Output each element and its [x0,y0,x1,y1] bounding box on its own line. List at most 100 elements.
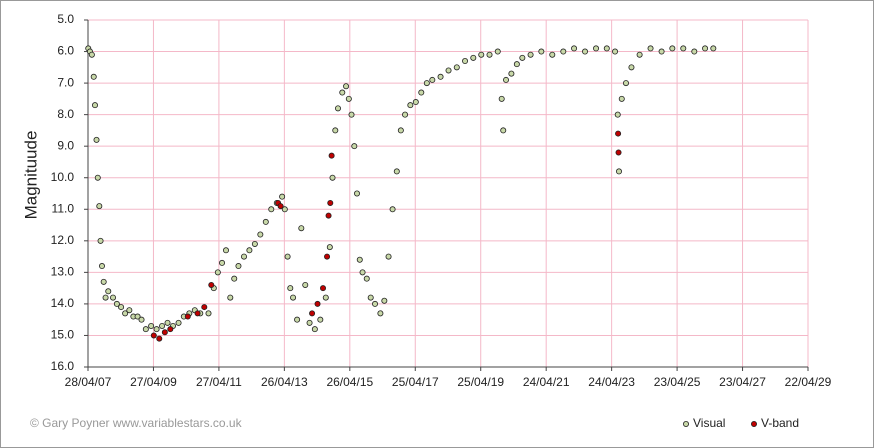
data-point [402,111,409,118]
data-point [325,212,332,219]
data-point [359,269,366,276]
data-point [227,294,234,301]
y-tick-label: 13.0 [51,265,75,279]
data-point [412,99,419,106]
data-point [219,259,226,266]
data-point [102,294,109,301]
data-point [94,174,101,181]
legend-marker [683,420,690,427]
data-point [96,203,103,210]
data-point [294,316,301,323]
data-point [669,45,676,52]
data-point [462,58,469,65]
data-point [367,294,374,301]
x-tick-label: 27/04/11 [196,375,242,389]
data-point [328,152,335,159]
data-point [105,288,112,295]
x-tick-label: 23/04/25 [654,375,701,389]
data-point [356,256,363,263]
data-point [339,89,346,96]
y-tick-label: 5.0 [57,12,74,26]
x-tick-label: 22/04/29 [785,375,832,389]
data-point [478,51,485,58]
data-point [184,313,191,320]
x-tick-label: 26/04/15 [326,375,373,389]
data-point [246,247,253,254]
data-point [538,48,545,55]
data-point [314,300,321,307]
y-tick-label: 14.0 [51,296,75,310]
data-point [93,136,100,143]
data-point [298,225,305,232]
data-point [334,105,341,112]
data-point [628,64,635,71]
data-point [326,244,333,251]
data-point [593,45,600,52]
data-point [372,300,379,307]
x-tick-label: 25/04/17 [392,375,439,389]
legend-label: Visual [693,416,725,430]
data-point [142,326,149,333]
data-point [381,297,388,304]
data-point [126,307,133,314]
data-point [156,335,163,342]
data-point [615,149,622,156]
data-point [500,127,507,134]
data-point [393,168,400,175]
data-point [302,281,309,288]
data-point [175,319,182,326]
data-point [309,310,316,317]
data-point [332,127,339,134]
data-point [389,206,396,213]
data-point [582,48,589,55]
data-point [508,70,515,77]
data-point [306,319,313,326]
data-point [513,61,520,68]
data-point [453,64,460,71]
data-point [208,281,215,288]
data-point [91,102,98,109]
data-point [231,275,238,282]
data-point [618,95,625,102]
data-point [279,193,286,200]
data-point [311,326,318,333]
y-tick-label: 8.0 [57,107,74,121]
data-point [329,174,336,181]
data-point [97,237,104,244]
data-point [122,310,129,317]
data-point [353,190,360,197]
data-point [470,54,477,61]
data-point [320,285,327,292]
data-point [363,275,370,282]
y-tick-label: 15.0 [51,328,75,342]
data-point [317,316,324,323]
data-point [571,45,578,52]
data-point [549,51,556,58]
data-point [88,51,95,58]
data-point [527,51,534,58]
credit: © Gary Poyner www.variablestars.co.uk [30,416,243,430]
data-point [100,278,107,285]
data-point [277,203,284,210]
x-tick-label: 24/04/23 [588,375,635,389]
data-point [560,48,567,55]
data-point [194,310,201,317]
data-point [201,304,208,311]
data-point [284,253,291,260]
data-point [647,45,654,52]
data-point [268,206,275,213]
data-point [159,322,166,329]
data-point [710,45,717,52]
data-point [222,247,229,254]
data-point [324,253,331,260]
data-point [205,310,212,317]
x-tick-label: 25/04/19 [457,375,504,389]
data-point [351,143,358,150]
y-tick-label: 7.0 [57,75,74,89]
y-tick-label: 10.0 [51,170,75,184]
data-point [397,127,404,134]
data-point [486,51,493,58]
x-tick-label: 28/04/07 [65,375,112,389]
x-tick-label: 27/04/09 [130,375,177,389]
